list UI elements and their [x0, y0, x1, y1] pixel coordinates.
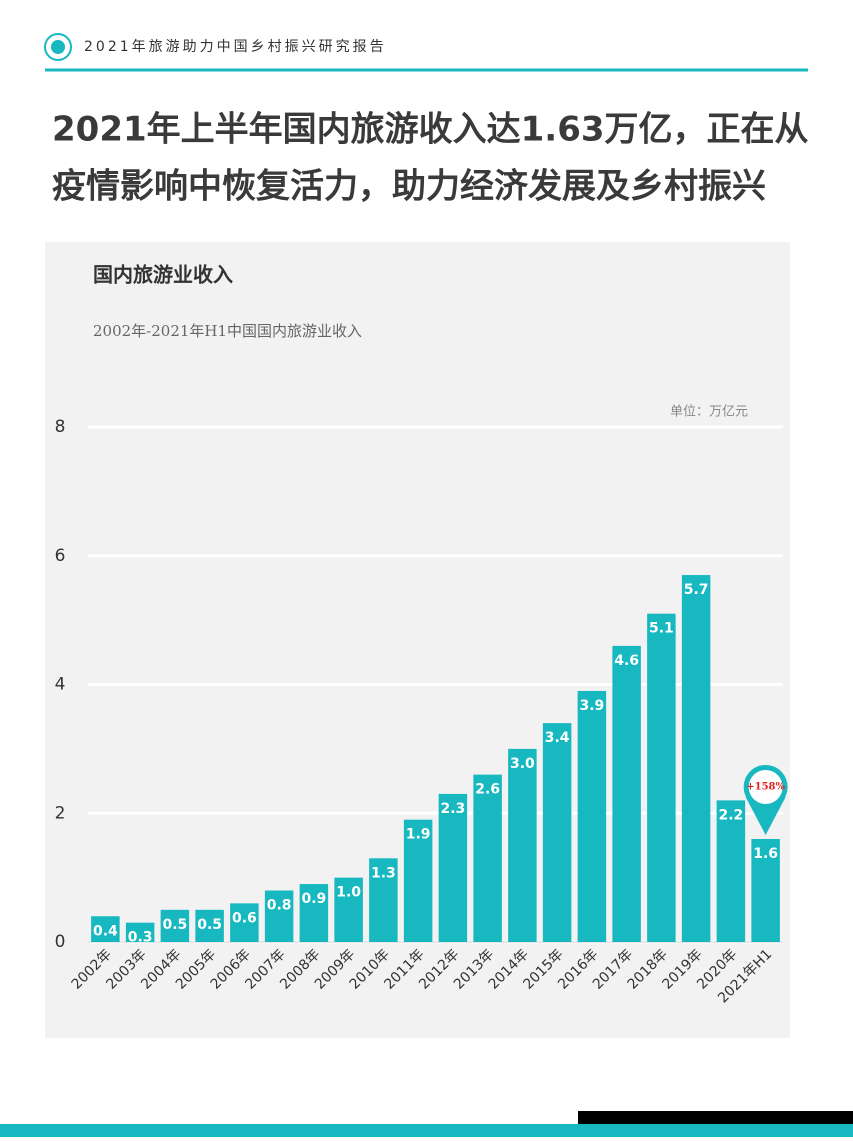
value-label: 0.4 — [93, 923, 118, 939]
bar — [125, 922, 155, 942]
bar — [264, 890, 294, 942]
value-label: 1.3 — [371, 865, 396, 881]
annotation-circle-inner — [748, 770, 783, 804]
value-label: 0.9 — [301, 891, 326, 907]
chart-title: 国内旅游业收入 — [93, 263, 233, 287]
bar — [542, 723, 572, 942]
value-label: 0.6 — [232, 910, 257, 926]
value-label: 1.9 — [406, 827, 431, 843]
y-tick-label: 0 — [55, 932, 66, 952]
bar — [230, 903, 259, 942]
value-label: 2.3 — [440, 801, 465, 817]
logo — [44, 33, 72, 61]
value-label: 2.2 — [718, 807, 743, 823]
bar — [160, 909, 190, 942]
bar — [195, 909, 224, 942]
footer-bar-dark — [578, 1111, 853, 1124]
bar — [403, 819, 433, 942]
bar — [508, 748, 537, 942]
y-tick-label: 2 — [55, 803, 66, 823]
value-label: 3.9 — [579, 698, 604, 714]
headline: 2021年上半年国内旅游收入达1.63万亿，正在从 — [52, 110, 809, 150]
bar — [612, 645, 641, 942]
logo-inner — [51, 40, 65, 54]
headline: 疫情影响中恢复活力，助力经济发展及乡村振兴 — [52, 167, 766, 207]
unit-label: 单位：万亿元 — [670, 405, 748, 420]
y-tick-label: 4 — [55, 675, 66, 695]
bar — [751, 839, 780, 942]
value-label: 5.7 — [684, 582, 709, 598]
bar — [91, 916, 120, 942]
bar — [369, 858, 398, 942]
value-label: 0.8 — [267, 898, 292, 914]
value-label: 3.4 — [545, 730, 570, 746]
bar — [473, 774, 502, 942]
value-label: 0.3 — [128, 930, 153, 946]
y-tick-label: 6 — [55, 546, 66, 566]
bar — [334, 877, 363, 942]
bar — [716, 800, 746, 942]
value-label: 1.0 — [336, 885, 361, 901]
bar — [438, 793, 468, 942]
chart-subtitle: 2002年-2021年H1中国国内旅游业收入 — [93, 322, 362, 340]
bar — [647, 613, 676, 942]
bar — [681, 575, 711, 942]
header-title: 2021年旅游助力中国乡村振兴研究报告 — [84, 39, 387, 55]
value-label: 5.1 — [649, 621, 674, 637]
y-tick-label: 8 — [55, 417, 66, 437]
value-label: 2.6 — [475, 782, 500, 798]
value-label: 3.0 — [510, 756, 535, 772]
bar — [577, 690, 607, 942]
value-label: 4.6 — [614, 653, 639, 669]
footer-bar — [0, 1124, 853, 1137]
value-label: 0.5 — [197, 917, 222, 933]
bar — [299, 884, 329, 942]
value-label: 1.6 — [753, 846, 778, 862]
annotation: +158% — [746, 782, 785, 793]
value-label: 0.5 — [162, 917, 187, 933]
